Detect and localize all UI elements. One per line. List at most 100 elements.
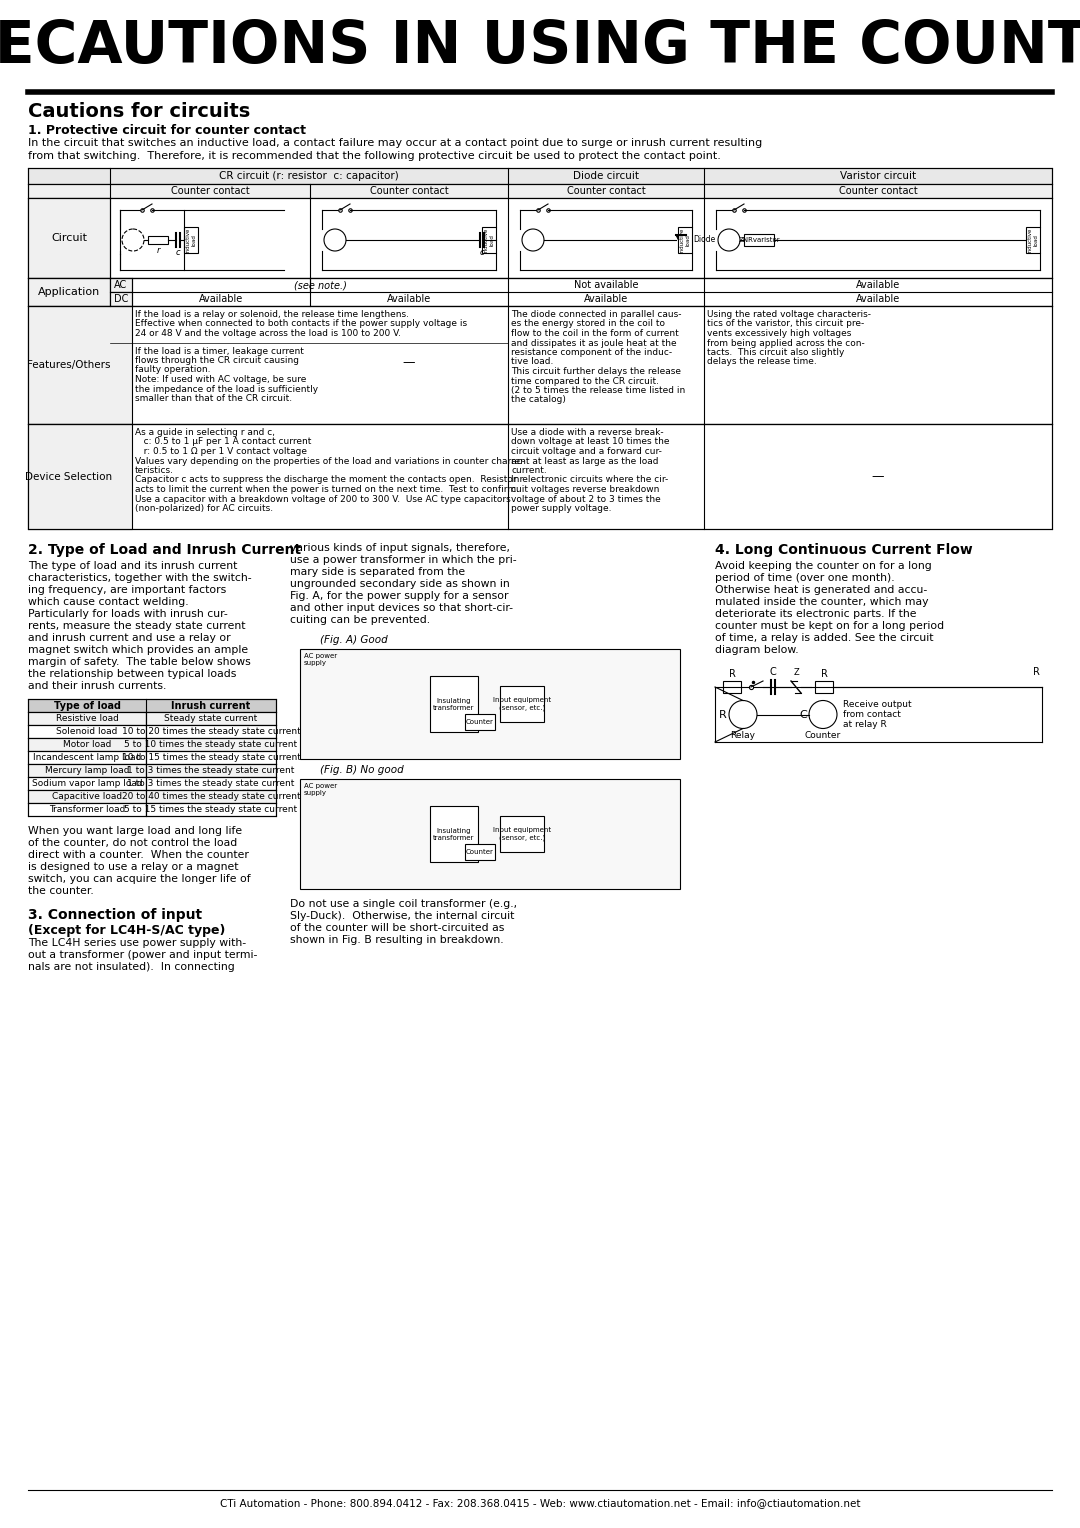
Text: and their inrush currents.: and their inrush currents.: [28, 681, 166, 691]
Bar: [300, 779, 680, 889]
Bar: [482, 228, 496, 254]
Text: voltage of about 2 to 3 times the: voltage of about 2 to 3 times the: [511, 495, 661, 504]
Text: DC: DC: [113, 293, 129, 304]
Text: power supply voltage.: power supply voltage.: [511, 504, 611, 513]
Bar: [146, 790, 276, 804]
Bar: [184, 228, 198, 254]
Text: ZNRvaristor: ZNRvaristor: [739, 237, 780, 243]
Bar: [723, 681, 741, 694]
Text: cuit voltages reverse breakdown: cuit voltages reverse breakdown: [511, 484, 660, 494]
Text: smaller than that of the CR circuit.: smaller than that of the CR circuit.: [135, 394, 292, 403]
Text: tics of the varistor, this circuit pre-: tics of the varistor, this circuit pre-: [707, 319, 864, 329]
Bar: [28, 199, 1052, 278]
Text: Inductive
load: Inductive load: [679, 228, 690, 252]
Text: counter must be kept on for a long period: counter must be kept on for a long perio…: [715, 620, 944, 631]
Text: ing frequency, are important factors: ing frequency, are important factors: [28, 585, 226, 594]
Text: (2 to 5 times the release time listed in: (2 to 5 times the release time listed in: [511, 387, 685, 396]
Text: mary side is separated from the: mary side is separated from the: [291, 567, 465, 578]
Text: R: R: [821, 669, 827, 678]
Text: R: R: [729, 669, 735, 678]
Text: Otherwise heat is generated and accu-: Otherwise heat is generated and accu-: [715, 585, 928, 594]
Text: (Except for LC4H-S/AC type): (Except for LC4H-S/AC type): [28, 924, 226, 937]
Bar: [28, 804, 146, 816]
Text: —: —: [872, 471, 885, 483]
Text: Incandescent lamp load: Incandescent lamp load: [32, 753, 141, 762]
Text: 1 to 3 times the steady state current: 1 to 3 times the steady state current: [127, 766, 295, 775]
Text: Application: Application: [38, 287, 100, 296]
Bar: [465, 843, 495, 860]
Text: switch, you can acquire the longer life of: switch, you can acquire the longer life …: [28, 874, 251, 885]
Text: Motor load: Motor load: [63, 740, 111, 749]
Bar: [430, 675, 478, 732]
Text: the impedance of the load is sufficiently: the impedance of the load is sufficientl…: [135, 385, 319, 394]
Text: 5 to 15 times the steady state current: 5 to 15 times the steady state current: [124, 805, 298, 814]
Text: flow to the coil in the form of current: flow to the coil in the form of current: [511, 329, 678, 338]
Text: the relationship between typical loads: the relationship between typical loads: [28, 669, 237, 678]
Text: cuiting can be prevented.: cuiting can be prevented.: [291, 614, 430, 625]
Text: 4. Long Continuous Current Flow: 4. Long Continuous Current Flow: [715, 542, 973, 558]
Text: direct with a counter.  When the counter: direct with a counter. When the counter: [28, 850, 248, 860]
Text: r: 0.5 to 1 Ω per 1 V contact voltage: r: 0.5 to 1 Ω per 1 V contact voltage: [135, 448, 307, 455]
Text: Counter contact: Counter contact: [839, 186, 917, 196]
Text: Diode: Diode: [693, 235, 715, 244]
Bar: [28, 278, 110, 306]
Bar: [678, 228, 692, 254]
Text: out a transformer (power and input termi-: out a transformer (power and input termi…: [28, 950, 257, 960]
Text: Inductive
load: Inductive load: [484, 228, 495, 252]
Bar: [146, 764, 276, 778]
Text: In electronic circuits where the cir-: In electronic circuits where the cir-: [511, 475, 669, 484]
Text: Input equipment
(sensor, etc.): Input equipment (sensor, etc.): [492, 697, 551, 711]
Text: Do not use a single coil transformer (e.g.,: Do not use a single coil transformer (e.…: [291, 898, 517, 909]
Text: AC power
supply: AC power supply: [303, 782, 337, 796]
Text: c: 0.5 to 1 μF per 1 A contact current: c: 0.5 to 1 μF per 1 A contact current: [135, 437, 311, 446]
Text: Steady state current: Steady state current: [164, 714, 258, 723]
Bar: [146, 712, 276, 724]
Bar: [465, 714, 495, 730]
Text: Available: Available: [855, 280, 900, 290]
Text: the catalog): the catalog): [511, 396, 566, 405]
Text: of the counter, do not control the load: of the counter, do not control the load: [28, 837, 238, 848]
Text: Use a diode with a reverse break-: Use a diode with a reverse break-: [511, 428, 663, 437]
Text: current.: current.: [511, 466, 546, 475]
Text: Not available: Not available: [573, 280, 638, 290]
Text: (see note.): (see note.): [294, 280, 347, 290]
Text: AC power
supply: AC power supply: [303, 652, 337, 666]
Bar: [815, 681, 833, 694]
Text: the counter.: the counter.: [28, 886, 94, 895]
Bar: [28, 790, 146, 804]
Text: resistance component of the induc-: resistance component of the induc-: [511, 348, 672, 358]
Text: vents excessively high voltages: vents excessively high voltages: [707, 329, 851, 338]
Text: diagram below.: diagram below.: [715, 645, 798, 656]
Text: r: r: [157, 246, 160, 255]
Text: PRECAUTIONS IN USING THE COUNTER: PRECAUTIONS IN USING THE COUNTER: [0, 18, 1080, 75]
Bar: [146, 778, 276, 790]
Text: CTi Automation - Phone: 800.894.0412 - Fax: 208.368.0415 - Web: www.ctiautomatio: CTi Automation - Phone: 800.894.0412 - F…: [219, 1497, 861, 1508]
Text: The LC4H series use power supply with-: The LC4H series use power supply with-: [28, 938, 246, 947]
Text: rents, measure the steady state current: rents, measure the steady state current: [28, 620, 245, 631]
Text: Capacitive load: Capacitive load: [52, 792, 122, 801]
Text: ungrounded secondary side as shown in: ungrounded secondary side as shown in: [291, 579, 510, 588]
Text: characteristics, together with the switch-: characteristics, together with the switc…: [28, 573, 252, 584]
Text: Available: Available: [387, 293, 431, 304]
Text: Effective when connected to both contacts if the power supply voltage is: Effective when connected to both contact…: [135, 319, 468, 329]
Text: margin of safety.  The table below shows: margin of safety. The table below shows: [28, 657, 251, 668]
Text: teristics.: teristics.: [135, 466, 174, 475]
Text: C: C: [799, 709, 807, 720]
Text: Inductive
load: Inductive load: [186, 228, 197, 252]
Text: (Fig. A) Good: (Fig. A) Good: [320, 636, 388, 645]
Text: The diode connected in parallel caus-: The diode connected in parallel caus-: [511, 310, 681, 319]
Text: Values vary depending on the properties of the load and variations in counter ch: Values vary depending on the properties …: [135, 457, 525, 466]
Bar: [300, 649, 680, 759]
Text: 1. Protective circuit for counter contact: 1. Protective circuit for counter contac…: [28, 124, 306, 138]
Text: As a guide in selecting r and c,: As a guide in selecting r and c,: [135, 428, 275, 437]
Text: and other input devices so that short-cir-: and other input devices so that short-ci…: [291, 604, 513, 613]
Text: Diode circuit: Diode circuit: [573, 171, 639, 180]
Text: acts to limit the current when the power is turned on the next time.  Test to co: acts to limit the current when the power…: [135, 484, 519, 494]
Text: tacts.  This circuit also slightly: tacts. This circuit also slightly: [707, 348, 845, 358]
Text: Features/Others: Features/Others: [27, 361, 111, 370]
Text: This circuit further delays the release: This circuit further delays the release: [511, 367, 681, 376]
Text: Counter contact: Counter contact: [171, 186, 249, 196]
Text: Counter: Counter: [467, 720, 494, 724]
Text: shown in Fig. B resulting in breakdown.: shown in Fig. B resulting in breakdown.: [291, 935, 503, 944]
Text: Device Selection: Device Selection: [26, 472, 112, 481]
